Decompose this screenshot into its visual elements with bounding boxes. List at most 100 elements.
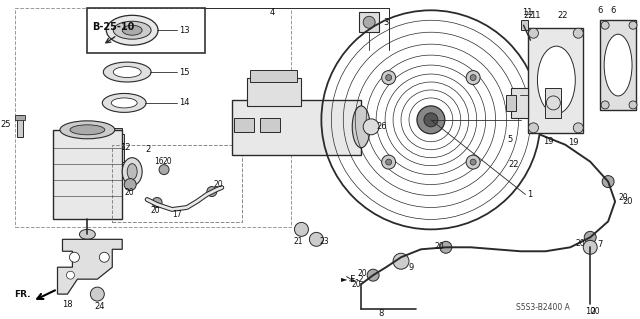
Circle shape [470, 75, 476, 81]
Bar [112, 145, 242, 222]
Circle shape [152, 197, 162, 207]
Bar [232, 100, 361, 155]
Circle shape [573, 28, 583, 38]
Bar [600, 20, 636, 110]
Text: 15: 15 [179, 68, 189, 77]
Text: 2: 2 [145, 145, 150, 154]
Text: 11: 11 [531, 11, 541, 20]
Text: 9: 9 [409, 263, 414, 272]
Circle shape [466, 70, 480, 85]
Text: 8: 8 [378, 308, 384, 317]
Text: 20: 20 [162, 157, 172, 166]
Ellipse shape [111, 98, 137, 108]
Bar [545, 88, 561, 118]
Circle shape [440, 241, 452, 253]
Ellipse shape [70, 125, 105, 135]
Bar [88, 8, 205, 53]
Ellipse shape [604, 34, 632, 96]
Text: 17: 17 [172, 210, 182, 219]
Ellipse shape [113, 21, 151, 39]
Circle shape [124, 179, 136, 190]
Ellipse shape [102, 93, 146, 112]
Circle shape [294, 222, 308, 236]
Text: 20: 20 [618, 193, 628, 202]
Circle shape [381, 70, 396, 85]
Text: 7: 7 [597, 240, 602, 249]
Bar [15, 8, 291, 227]
Text: 20: 20 [351, 280, 361, 289]
Circle shape [466, 155, 480, 169]
Circle shape [584, 231, 596, 243]
Circle shape [629, 101, 637, 109]
Text: 4: 4 [269, 8, 275, 17]
Circle shape [67, 271, 74, 279]
Text: 20: 20 [622, 197, 632, 206]
Text: 20: 20 [435, 242, 445, 251]
Polygon shape [58, 239, 122, 294]
Ellipse shape [106, 15, 158, 45]
Bar [359, 12, 379, 32]
Text: 20: 20 [150, 206, 160, 215]
Circle shape [573, 123, 583, 133]
Bar [115, 128, 122, 134]
Text: ► E-2: ► E-2 [341, 275, 364, 284]
Text: 3: 3 [383, 18, 388, 27]
Bar [246, 78, 301, 106]
Circle shape [417, 106, 445, 134]
Circle shape [629, 21, 637, 29]
Circle shape [386, 159, 392, 165]
Text: 6: 6 [611, 6, 616, 15]
Ellipse shape [122, 25, 142, 35]
Text: 26: 26 [376, 122, 387, 131]
Text: 24: 24 [94, 301, 105, 310]
Circle shape [99, 252, 109, 262]
Text: 5: 5 [507, 135, 512, 144]
Text: 16: 16 [154, 157, 164, 166]
Circle shape [309, 232, 323, 246]
Text: S5S3-B2400 A: S5S3-B2400 A [516, 302, 570, 312]
Bar [511, 88, 529, 118]
Ellipse shape [127, 164, 137, 180]
Circle shape [393, 253, 409, 269]
Circle shape [381, 155, 396, 169]
Text: 20: 20 [357, 269, 367, 278]
Text: 22: 22 [524, 11, 534, 20]
Ellipse shape [103, 62, 151, 82]
Ellipse shape [113, 67, 141, 78]
Circle shape [90, 287, 104, 301]
Circle shape [159, 165, 169, 174]
Ellipse shape [352, 106, 370, 148]
Circle shape [601, 21, 609, 29]
Text: 22: 22 [509, 160, 519, 169]
Text: 6: 6 [598, 6, 603, 15]
Bar [52, 130, 122, 219]
Text: B-25-10: B-25-10 [92, 22, 135, 32]
Text: 22: 22 [557, 11, 568, 20]
Text: 21: 21 [294, 237, 303, 246]
Ellipse shape [79, 229, 95, 239]
Bar [15, 115, 25, 120]
Text: 20: 20 [575, 239, 585, 248]
Text: 11: 11 [522, 8, 532, 17]
Text: 23: 23 [319, 237, 329, 246]
Bar [529, 28, 583, 133]
Text: 20: 20 [214, 180, 223, 189]
Circle shape [386, 75, 392, 81]
Circle shape [601, 101, 609, 109]
Circle shape [529, 123, 538, 133]
Circle shape [207, 187, 217, 197]
Circle shape [363, 16, 375, 28]
Circle shape [424, 113, 438, 127]
Text: 1: 1 [527, 190, 532, 199]
Circle shape [363, 119, 379, 135]
Text: FR.: FR. [14, 290, 31, 299]
Ellipse shape [538, 46, 575, 114]
Bar [234, 118, 253, 132]
Bar [250, 70, 298, 82]
Ellipse shape [122, 158, 142, 186]
Bar [17, 115, 22, 137]
Text: 13: 13 [179, 26, 189, 35]
Circle shape [367, 269, 379, 281]
Text: 25: 25 [0, 120, 11, 129]
Circle shape [529, 28, 538, 38]
